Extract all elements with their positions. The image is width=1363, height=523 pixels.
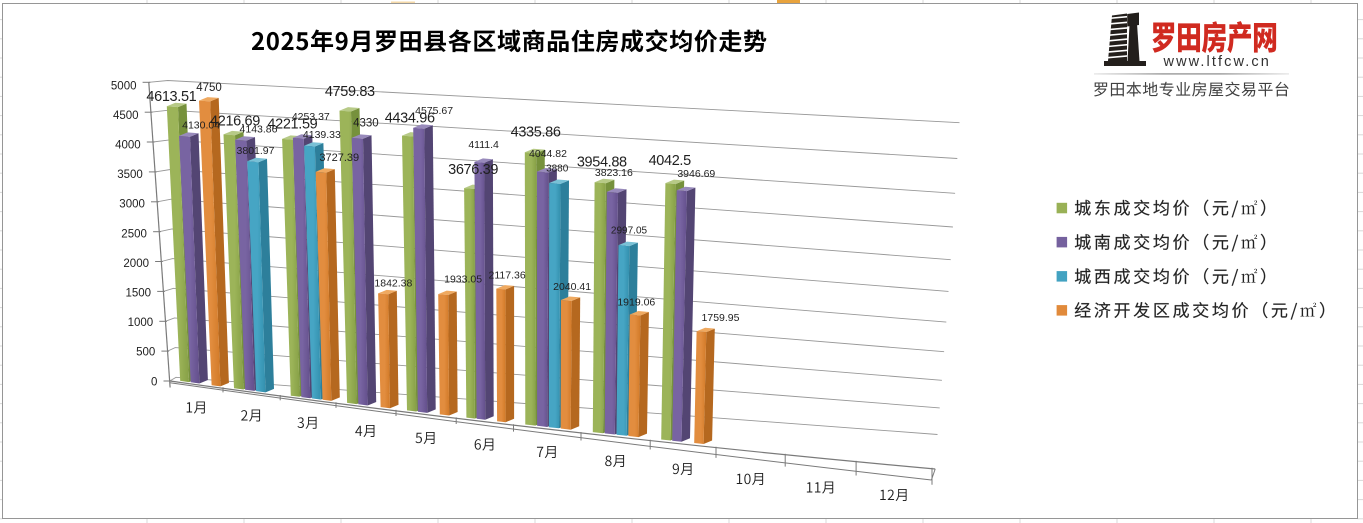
svg-text:2000: 2000: [123, 258, 149, 270]
svg-text:4139.33: 4139.33: [303, 129, 341, 141]
svg-text:4750: 4750: [196, 82, 222, 94]
svg-text:2117.36: 2117.36: [489, 269, 526, 281]
svg-text:4130.04: 4130.04: [182, 120, 220, 132]
svg-text:2500: 2500: [121, 228, 147, 240]
svg-text:3727.39: 3727.39: [319, 152, 359, 164]
svg-text:4500: 4500: [113, 110, 139, 122]
svg-text:4434.96: 4434.96: [385, 110, 435, 126]
svg-text:4216.69: 4216.69: [210, 114, 260, 130]
svg-text:4044.82: 4044.82: [529, 148, 567, 160]
svg-text:4335.86: 4335.86: [511, 125, 561, 141]
svg-text:3823.16: 3823.16: [595, 167, 633, 179]
svg-text:4221.59: 4221.59: [267, 116, 317, 132]
svg-text:4000: 4000: [115, 140, 141, 152]
svg-text:5000: 5000: [111, 80, 137, 92]
svg-text:3000: 3000: [119, 199, 145, 211]
svg-text:1500: 1500: [126, 288, 152, 300]
svg-text:1759.95: 1759.95: [702, 312, 740, 324]
svg-text:4330: 4330: [353, 117, 379, 129]
svg-text:3954.88: 3954.88: [577, 154, 627, 170]
svg-text:3880: 3880: [546, 163, 569, 174]
svg-text:2997.05: 2997.05: [611, 226, 648, 237]
svg-text:3676.39: 3676.39: [448, 162, 498, 178]
svg-text:500: 500: [136, 347, 155, 359]
svg-text:4111.4: 4111.4: [468, 139, 499, 151]
svg-text:3946.69: 3946.69: [677, 168, 715, 180]
svg-text:4042.5: 4042.5: [649, 153, 692, 169]
svg-text:4575.67: 4575.67: [415, 105, 453, 117]
svg-text:www.ltfcw.cn: www.ltfcw.cn: [1163, 54, 1271, 70]
svg-text:2040.41: 2040.41: [553, 281, 591, 293]
svg-text:1919.06: 1919.06: [617, 297, 655, 309]
svg-text:4253.37: 4253.37: [292, 111, 330, 123]
svg-text:4613.51: 4613.51: [146, 89, 196, 105]
svg-text:3801.97: 3801.97: [237, 145, 275, 157]
svg-text:0: 0: [151, 376, 157, 388]
svg-text:4759.83: 4759.83: [325, 84, 375, 100]
svg-text:1842.38: 1842.38: [374, 278, 412, 290]
svg-text:1933.05: 1933.05: [444, 274, 482, 286]
svg-text:3500: 3500: [117, 169, 143, 181]
svg-text:1000: 1000: [128, 317, 154, 329]
svg-text:4143.86: 4143.86: [240, 123, 278, 135]
